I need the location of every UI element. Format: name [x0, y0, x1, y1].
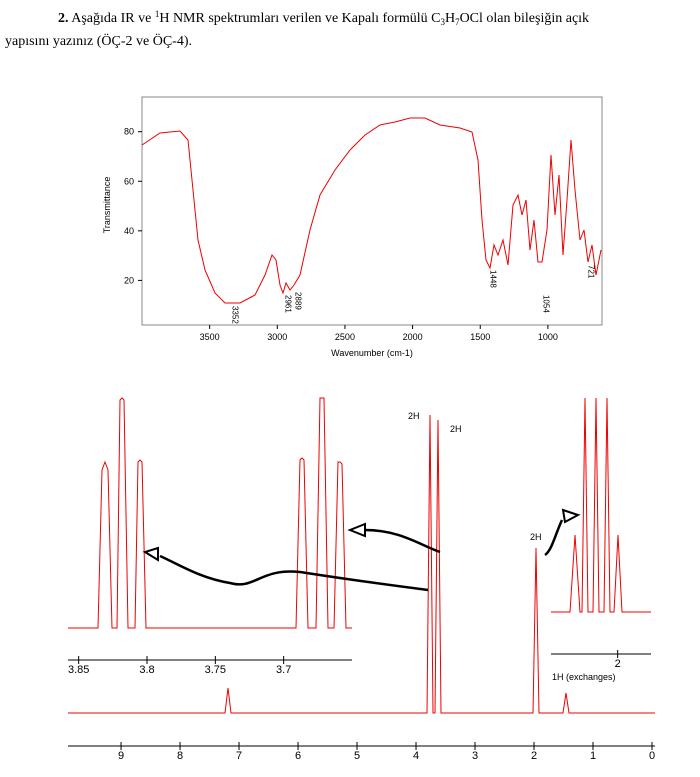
arrow: [159, 554, 429, 592]
x-tick-label: 3.85: [68, 664, 89, 676]
x-tick-label: 1: [590, 750, 596, 762]
x-tick-label: 3: [472, 750, 478, 762]
x-tick-label: 1500: [470, 332, 490, 342]
peak-label: 3352: [231, 306, 240, 324]
question-line2: yapısını yazınız (ÖÇ-2 ve ÖÇ-4).: [5, 32, 192, 49]
ir-frame: [141, 96, 603, 326]
y-tick-label: 20: [124, 275, 134, 285]
peak-label: 2961: [284, 295, 293, 313]
arrow: [544, 519, 564, 557]
x-tick-label: 7: [236, 750, 242, 762]
question-line1: 2. Aşağıda IR ve 1H NMR spektrumları ver…: [58, 9, 589, 27]
x-tick-label: 8: [177, 750, 183, 762]
peak-label: 721: [587, 265, 596, 279]
x-tick-label: 2000: [403, 332, 423, 342]
x-tick-label: 0: [649, 750, 655, 762]
y-tick-label: 80: [124, 127, 134, 137]
x-tick-label: 1000: [538, 332, 558, 342]
peak-label: 1054: [542, 295, 551, 313]
peak-label: 1448: [488, 270, 497, 288]
nmr-note: 1H (exchanges): [552, 672, 616, 682]
nmr-label: 2H: [450, 424, 462, 434]
ir-xlabel: Wavenumber (cm-1): [331, 348, 413, 358]
x-tick-label: 2500: [335, 332, 355, 342]
nmr-inset1-spectrum: [68, 397, 352, 629]
x-tick-label: 3.8: [139, 664, 154, 676]
nmr-spectrum: [68, 414, 655, 714]
x-tick-label: 4: [413, 750, 419, 762]
x-tick-label: 3.75: [205, 664, 226, 676]
peak-label: 2889: [293, 292, 302, 310]
x-tick-label: 5: [354, 750, 360, 762]
ir-spectrum: [141, 117, 602, 304]
arrow: [364, 528, 441, 554]
y-tick-label: 40: [124, 226, 134, 236]
arrow-head: [347, 522, 366, 538]
arrow-head: [142, 546, 159, 562]
x-tick-label: 2: [615, 658, 621, 670]
x-tick-label: 6: [295, 750, 301, 762]
nmr-inset2-spectrum: [551, 397, 651, 613]
ir-ylabel: Transmittance: [102, 177, 112, 234]
x-tick-label: 3.7: [276, 664, 291, 676]
nmr-label: 2H: [408, 411, 420, 421]
arrow-head: [561, 508, 581, 524]
x-tick-label: 9: [118, 750, 124, 762]
x-tick-label: 3000: [267, 332, 287, 342]
x-tick-label: 2: [531, 750, 537, 762]
y-tick-label: 60: [124, 176, 134, 186]
nmr-label: 2H: [530, 532, 542, 542]
x-tick-label: 3500: [200, 332, 220, 342]
